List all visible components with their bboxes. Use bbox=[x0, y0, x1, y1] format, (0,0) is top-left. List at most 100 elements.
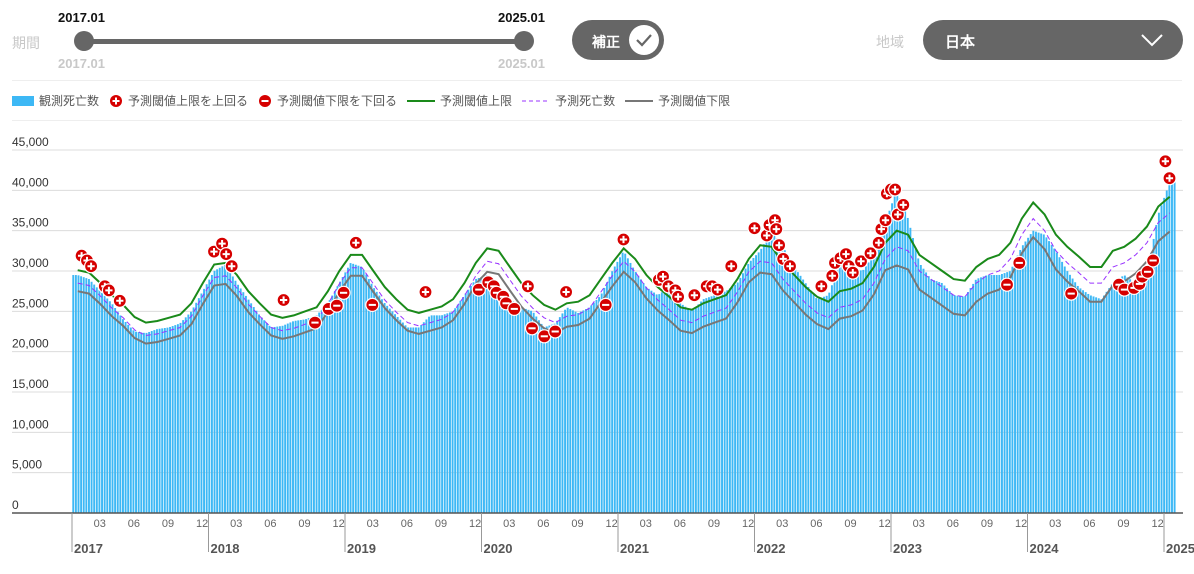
observed-deaths-bar[interactable] bbox=[1108, 288, 1111, 513]
observed-deaths-bar[interactable] bbox=[339, 281, 342, 513]
observed-deaths-bar[interactable] bbox=[645, 286, 648, 513]
observed-deaths-bar[interactable] bbox=[443, 314, 446, 513]
observed-deaths-bar[interactable] bbox=[247, 299, 250, 513]
observed-deaths-bar[interactable] bbox=[624, 253, 627, 513]
observed-deaths-bar[interactable] bbox=[1014, 261, 1016, 513]
observed-deaths-bar[interactable] bbox=[524, 308, 527, 513]
observed-deaths-bar[interactable] bbox=[1000, 273, 1003, 513]
observed-deaths-bar[interactable] bbox=[543, 327, 546, 513]
above-upper-marker[interactable] bbox=[1158, 154, 1173, 169]
observed-deaths-bar[interactable] bbox=[380, 299, 383, 513]
observed-deaths-bar[interactable] bbox=[1045, 237, 1048, 513]
observed-deaths-bar[interactable] bbox=[1058, 257, 1061, 513]
observed-deaths-bar[interactable] bbox=[1147, 266, 1150, 513]
observed-deaths-bar[interactable] bbox=[993, 275, 996, 513]
observed-deaths-bar[interactable] bbox=[715, 294, 718, 513]
observed-deaths-bar[interactable] bbox=[807, 286, 810, 513]
observed-deaths-bar[interactable] bbox=[551, 324, 553, 513]
above-upper-marker[interactable] bbox=[276, 292, 291, 308]
observed-deaths-bar[interactable] bbox=[388, 308, 391, 513]
observed-deaths-bar[interactable] bbox=[464, 293, 467, 513]
observed-deaths-bar[interactable] bbox=[386, 305, 389, 513]
observed-deaths-bar[interactable] bbox=[980, 277, 982, 513]
observed-deaths-bar[interactable] bbox=[1019, 250, 1022, 513]
observed-deaths-bar[interactable] bbox=[310, 317, 313, 513]
observed-deaths-bar[interactable] bbox=[226, 267, 229, 513]
observed-deaths-bar[interactable] bbox=[1137, 281, 1139, 513]
observed-deaths-bar[interactable] bbox=[605, 282, 608, 513]
above-upper-marker[interactable] bbox=[418, 284, 433, 300]
observed-deaths-bar[interactable] bbox=[671, 291, 674, 513]
observed-deaths-bar[interactable] bbox=[953, 295, 956, 513]
observed-deaths-bar[interactable] bbox=[77, 275, 80, 513]
observed-deaths-bar[interactable] bbox=[161, 328, 164, 513]
observed-deaths-bar[interactable] bbox=[1082, 290, 1084, 513]
observed-deaths-bar[interactable] bbox=[116, 311, 119, 513]
above-upper-marker[interactable] bbox=[769, 222, 784, 237]
observed-deaths-bar[interactable] bbox=[817, 298, 820, 513]
observed-deaths-bar[interactable] bbox=[579, 311, 582, 513]
observed-deaths-bar[interactable] bbox=[503, 293, 506, 513]
above-upper-marker[interactable] bbox=[101, 283, 117, 298]
observed-deaths-bar[interactable] bbox=[938, 282, 941, 513]
observed-deaths-bar[interactable] bbox=[820, 297, 823, 513]
observed-deaths-bar[interactable] bbox=[1027, 237, 1030, 513]
observed-deaths-bar[interactable] bbox=[299, 320, 302, 513]
observed-deaths-bar[interactable] bbox=[200, 293, 203, 513]
observed-deaths-bar[interactable] bbox=[1168, 183, 1171, 513]
observed-deaths-bar[interactable] bbox=[982, 276, 985, 513]
observed-deaths-bar[interactable] bbox=[626, 258, 629, 513]
above-upper-marker[interactable] bbox=[616, 232, 631, 247]
observed-deaths-bar[interactable] bbox=[1121, 276, 1124, 513]
observed-deaths-bar[interactable] bbox=[587, 307, 590, 513]
observed-deaths-bar[interactable] bbox=[713, 295, 716, 513]
observed-deaths-bar[interactable] bbox=[284, 324, 287, 513]
observed-deaths-bar[interactable] bbox=[731, 286, 734, 513]
observed-deaths-bar[interactable] bbox=[231, 276, 234, 513]
observed-deaths-bar[interactable] bbox=[1006, 272, 1009, 513]
observed-deaths-bar[interactable] bbox=[132, 330, 135, 513]
observed-deaths-bar[interactable] bbox=[1071, 278, 1074, 513]
below-lower-marker[interactable] bbox=[329, 298, 344, 313]
observed-deaths-bar[interactable] bbox=[506, 296, 509, 513]
observed-deaths-bar[interactable] bbox=[883, 225, 886, 513]
observed-deaths-bar[interactable] bbox=[328, 300, 331, 513]
above-upper-marker[interactable] bbox=[112, 293, 127, 308]
observed-deaths-bar[interactable] bbox=[582, 310, 585, 513]
observed-deaths-bar[interactable] bbox=[841, 263, 844, 513]
observed-deaths-bar[interactable] bbox=[825, 295, 828, 513]
observed-deaths-bar[interactable] bbox=[564, 309, 567, 513]
observed-deaths-bar[interactable] bbox=[150, 331, 153, 513]
observed-deaths-bar[interactable] bbox=[1084, 292, 1087, 513]
observed-deaths-bar[interactable] bbox=[1142, 277, 1145, 513]
observed-deaths-bar[interactable] bbox=[514, 303, 517, 513]
observed-deaths-bar[interactable] bbox=[681, 304, 684, 513]
observed-deaths-bar[interactable] bbox=[634, 271, 637, 513]
observed-deaths-bar[interactable] bbox=[1155, 225, 1158, 513]
observed-deaths-bar[interactable] bbox=[744, 268, 747, 513]
above-upper-marker[interactable] bbox=[520, 279, 536, 294]
observed-deaths-bar[interactable] bbox=[930, 279, 933, 513]
observed-deaths-bar[interactable] bbox=[95, 287, 98, 513]
observed-deaths-bar[interactable] bbox=[961, 296, 964, 513]
observed-deaths-bar[interactable] bbox=[828, 292, 831, 513]
observed-deaths-bar[interactable] bbox=[566, 307, 569, 513]
observed-deaths-bar[interactable] bbox=[218, 267, 221, 513]
observed-deaths-bar[interactable] bbox=[794, 268, 797, 513]
observed-deaths-bar[interactable] bbox=[922, 268, 925, 513]
observed-deaths-bar[interactable] bbox=[527, 309, 530, 513]
observed-deaths-bar[interactable] bbox=[964, 296, 967, 513]
observed-deaths-bar[interactable] bbox=[629, 262, 632, 513]
observed-deaths-bar[interactable] bbox=[1160, 205, 1163, 513]
observed-deaths-bar[interactable] bbox=[414, 327, 417, 513]
observed-deaths-bar[interactable] bbox=[459, 300, 462, 513]
period-slider-track[interactable] bbox=[84, 39, 524, 44]
observed-deaths-bar[interactable] bbox=[74, 275, 77, 513]
correction-toggle[interactable]: 補正 bbox=[572, 20, 664, 60]
observed-deaths-bar[interactable] bbox=[1076, 285, 1079, 513]
observed-deaths-bar[interactable] bbox=[595, 299, 598, 513]
observed-deaths-bar[interactable] bbox=[1171, 182, 1173, 513]
observed-deaths-bar[interactable] bbox=[736, 282, 739, 513]
observed-deaths-bar[interactable] bbox=[396, 316, 399, 513]
observed-deaths-bar[interactable] bbox=[333, 290, 336, 513]
